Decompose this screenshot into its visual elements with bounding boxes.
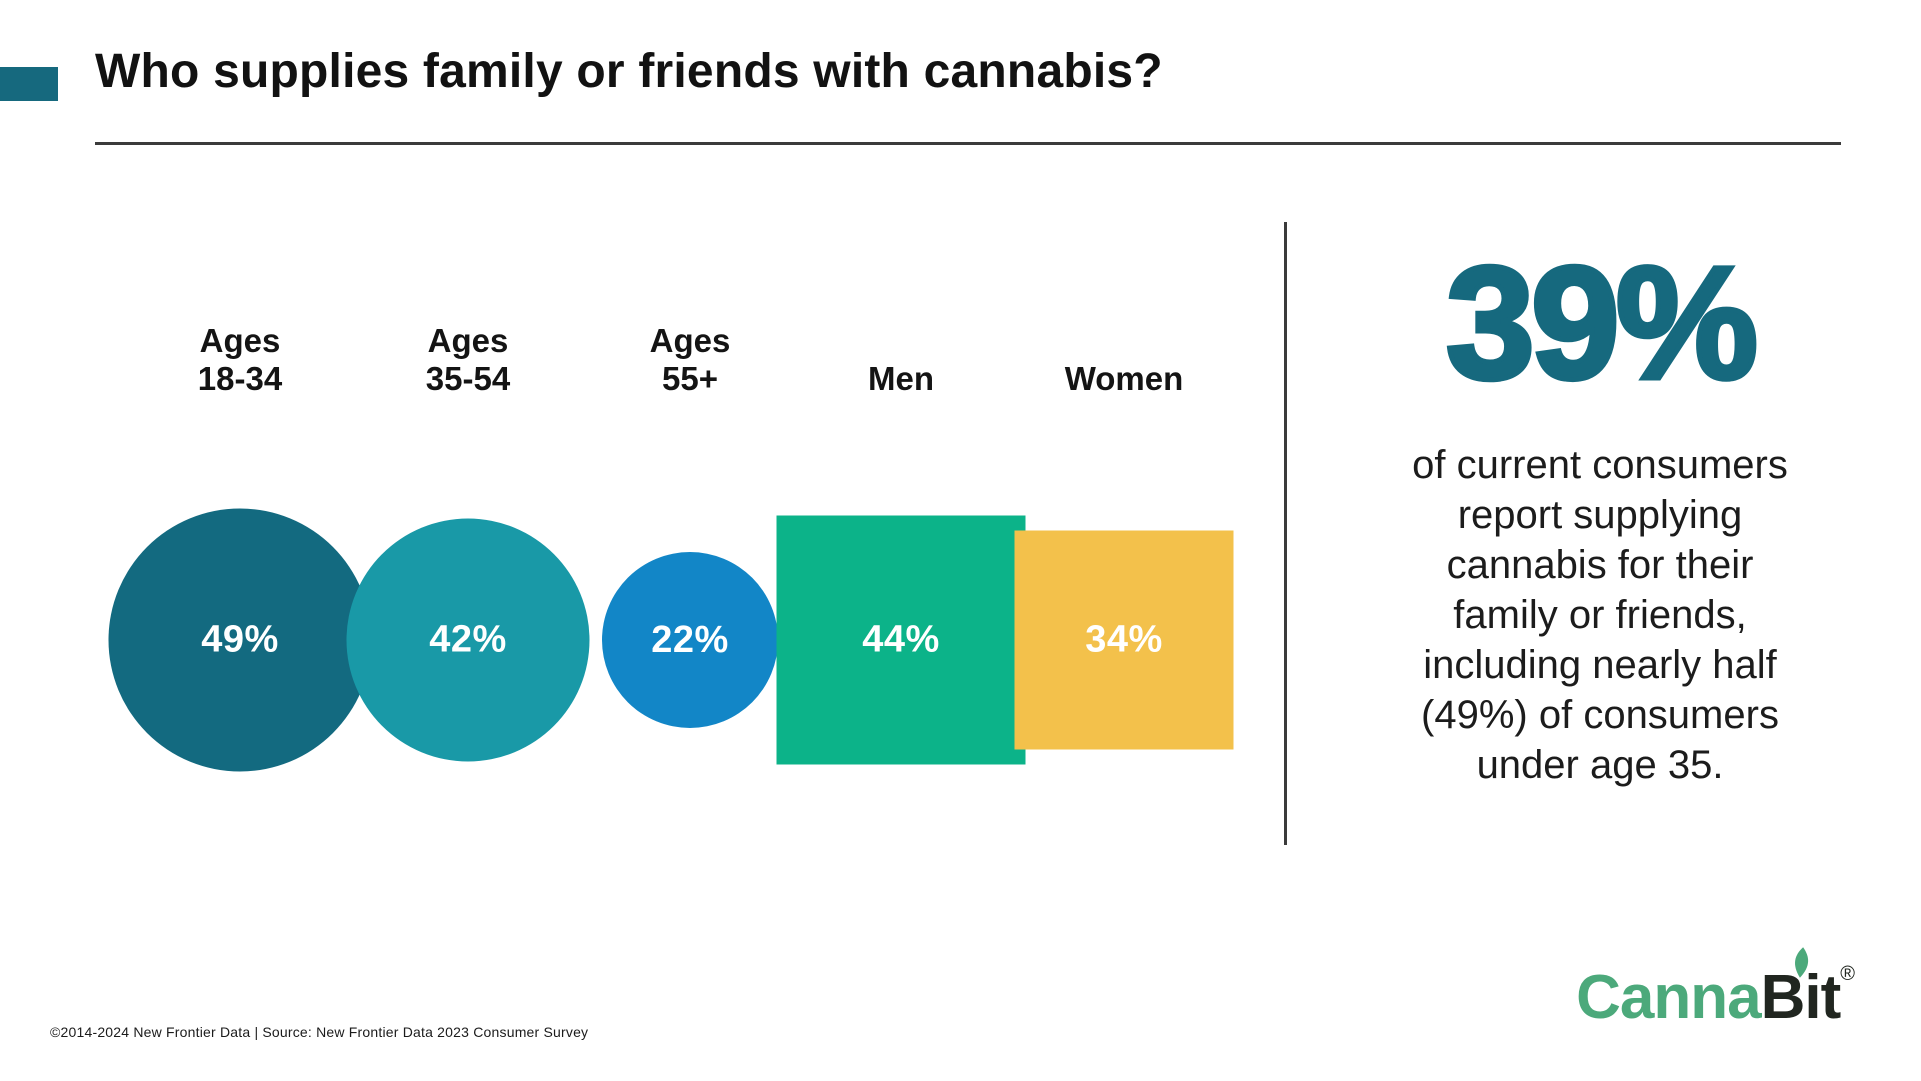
logo-text-green: Canna [1576, 963, 1761, 1032]
registered-trademark-icon: ® [1840, 963, 1855, 985]
source-attribution: ©2014-2024 New Frontier Data | Source: N… [50, 1024, 589, 1040]
callout-panel: 39% of current consumers report supplyin… [1292, 0, 1908, 900]
chart-item-value: 22% [651, 618, 729, 661]
header-rule [95, 142, 1841, 145]
chart-item-value: 44% [862, 618, 940, 661]
leaf-icon [1795, 947, 1809, 978]
chart-item-label: Ages 55+ [649, 322, 731, 397]
chart-item-label: Ages 18-34 [197, 322, 283, 397]
proportional-area-chart: Ages 18-34 49% Ages 35-54 42% Ages 55+ 22% Men… [108, 322, 1234, 772]
vertical-divider [1284, 222, 1287, 845]
chart-item-label: Ages 35-54 [425, 322, 511, 397]
cannabit-logo: CannaBit® [1576, 947, 1855, 1042]
callout-body: of current consumers report supplying ca… [1412, 443, 1788, 787]
title-accent-bar [0, 67, 58, 101]
chart-circle-ages-35-54: 42% [346, 518, 590, 762]
chart-square-women: 34% [1014, 530, 1234, 750]
chart-item-value: 34% [1085, 618, 1163, 661]
chart-item-value: 49% [201, 618, 279, 661]
callout-headline: 39% [1443, 233, 1760, 412]
chart-circle-ages-18-34: 49% [108, 508, 372, 772]
chart-item-label: Women [1064, 360, 1184, 397]
chart-square-men: 44% [776, 515, 1026, 765]
page-title: Who supplies family or friends with cann… [95, 45, 1163, 98]
chart-circle-ages-55+: 22% [602, 552, 778, 728]
chart-item-value: 42% [429, 618, 507, 661]
chart-item-label: Men [868, 360, 934, 397]
